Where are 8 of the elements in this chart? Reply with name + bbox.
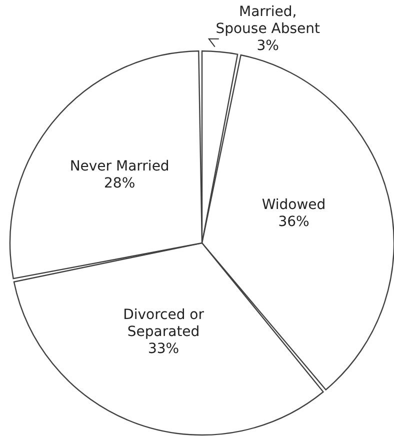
slice-label: Widowed — [262, 196, 326, 213]
data-label: 3% — [256, 38, 279, 54]
slice-label: Never Married — [70, 158, 170, 174]
data-label: 33% — [148, 341, 180, 358]
slice-label: Married, Spouse Absent — [216, 4, 321, 37]
slice-label: Divorced or Separated — [123, 307, 204, 340]
data-label: 28% — [104, 175, 136, 192]
data-label: 36% — [278, 214, 310, 230]
